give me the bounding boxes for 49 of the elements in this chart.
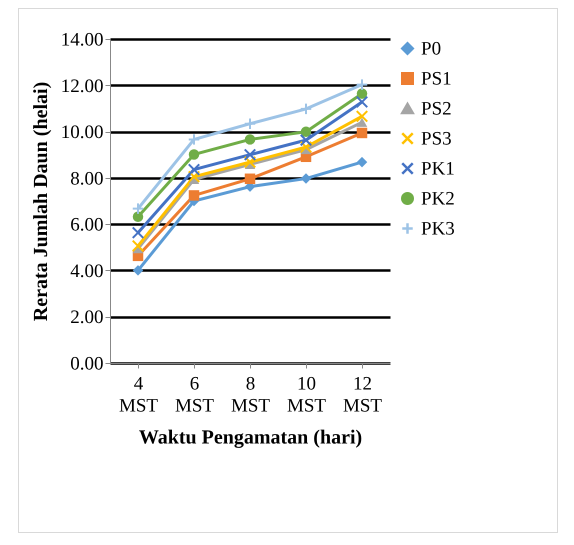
y-tick-label: 4.00 <box>70 260 104 282</box>
point <box>188 133 200 146</box>
point <box>300 173 312 184</box>
point <box>244 174 256 184</box>
x-tick-label: 12 MST <box>342 374 382 416</box>
legend-label: PK3 <box>421 218 455 240</box>
point <box>356 156 368 168</box>
legend-label: PK1 <box>421 158 455 180</box>
point <box>356 88 368 99</box>
point <box>244 117 256 130</box>
legend-label: PS2 <box>421 98 452 120</box>
point <box>300 102 312 116</box>
point <box>188 190 200 201</box>
point <box>356 118 368 127</box>
point <box>300 134 312 146</box>
legend-label: PS3 <box>421 128 452 150</box>
y-tick-label: 12.00 <box>60 76 104 97</box>
x-axis-title: Waktu Pengamatan (hari) <box>138 426 362 448</box>
point <box>244 148 256 161</box>
y-tick-label: 8.00 <box>70 168 104 190</box>
x-tick-label: 8 MST <box>230 374 270 416</box>
point <box>188 163 200 176</box>
point <box>188 170 200 183</box>
point <box>132 212 144 222</box>
y-axis-title: Rerata Jumlah Daun (helai) <box>30 82 52 322</box>
point <box>356 96 368 108</box>
point <box>244 156 256 168</box>
point <box>132 226 144 239</box>
x-tick-label: 6 MST <box>174 374 214 416</box>
point <box>356 78 368 91</box>
point <box>132 265 144 276</box>
point <box>356 128 368 138</box>
point <box>132 202 144 215</box>
point <box>356 110 368 123</box>
y-tick-label: 10.00 <box>60 122 104 144</box>
y-tick-label: 6.00 <box>70 214 104 236</box>
point <box>300 140 312 154</box>
x-tick-label: 4 MST <box>118 374 158 416</box>
legend-label: P0 <box>421 38 442 60</box>
legend-label: PK2 <box>421 188 455 210</box>
point <box>244 134 256 145</box>
legend-label: PS1 <box>421 68 452 90</box>
point <box>300 126 312 138</box>
y-tick-label: 0.00 <box>70 354 104 374</box>
x-tick-label: 10 MST <box>286 374 326 416</box>
point <box>132 240 144 252</box>
y-tick-label: 2.00 <box>70 307 104 328</box>
y-tick-label: 14.00 <box>60 30 104 50</box>
point <box>188 149 200 160</box>
